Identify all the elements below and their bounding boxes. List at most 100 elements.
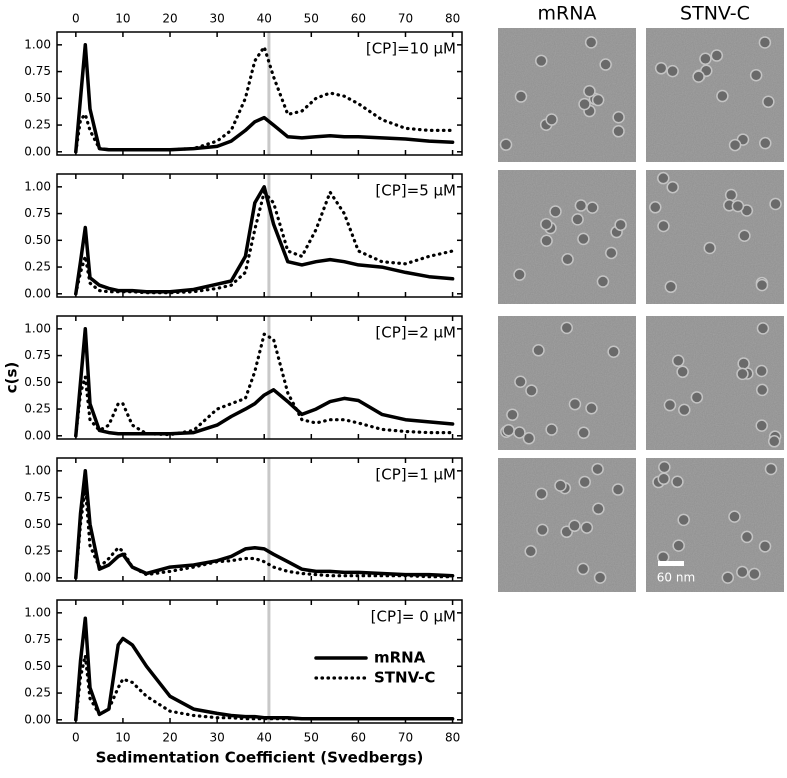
y-tick-label: 0.00 [24, 428, 51, 442]
y-tick-label: 0.50 [24, 233, 51, 247]
particle [591, 462, 604, 476]
particle [756, 322, 770, 335]
annotation: [CP]=5 μM [375, 182, 456, 200]
particle [710, 49, 724, 62]
y-tick-label: 0.25 [24, 260, 51, 274]
y-tick-label: 0.50 [24, 517, 51, 531]
y-tick-label: 0.75 [24, 64, 51, 78]
annotation: [CP]= 0 μM [371, 608, 456, 626]
x-tick-label: 30 [209, 12, 224, 26]
particle [748, 567, 761, 581]
particle [657, 472, 671, 486]
data-line [74, 190, 455, 296]
particle [755, 383, 769, 397]
particle [666, 64, 679, 78]
x-tick-label: 40 [257, 12, 272, 26]
particle [574, 199, 588, 212]
column-label: mRNA [538, 3, 597, 25]
particle [737, 357, 750, 370]
particle [540, 234, 553, 247]
particle [755, 419, 768, 432]
particle [586, 201, 599, 214]
particle [731, 199, 745, 213]
y-tick-label: 0.75 [24, 490, 51, 504]
x-tick-label: 10 [115, 731, 130, 745]
x-tick-label: 70 [398, 731, 413, 745]
particle [577, 426, 590, 440]
y-tick-label: 0.00 [24, 286, 51, 300]
x-tick-label: 40 [257, 731, 272, 745]
particle [514, 375, 527, 388]
particle [535, 487, 548, 501]
data-line [74, 327, 455, 438]
y-tick-label: 1.00 [24, 321, 51, 335]
particle [736, 367, 749, 381]
particle [499, 138, 513, 151]
particle [649, 201, 662, 214]
particle [605, 246, 618, 260]
particle [513, 268, 526, 281]
y-tick-label: 0.00 [24, 570, 51, 584]
particle [721, 571, 735, 584]
x-tick-label: 60 [351, 12, 366, 26]
particle [658, 460, 671, 474]
particle [583, 84, 596, 98]
particle [758, 540, 772, 553]
annotation: [CP]=2 μM [375, 324, 456, 342]
plot-frame [56, 31, 463, 156]
particle [592, 502, 605, 516]
particle [699, 52, 712, 66]
particle [532, 344, 545, 357]
particle [506, 408, 519, 422]
particle [769, 197, 782, 211]
particle [672, 539, 685, 552]
particle [560, 321, 574, 335]
particle [716, 89, 729, 103]
x-tick-label: 20 [162, 12, 177, 26]
particle [728, 510, 741, 523]
data-line [74, 469, 455, 580]
particle [666, 180, 679, 194]
x-tick-label: 60 [351, 731, 366, 745]
particle [522, 432, 536, 445]
x-tick-label: 0 [72, 731, 80, 745]
particle [540, 217, 553, 231]
x-tick-label: 20 [162, 731, 177, 745]
particle [657, 171, 670, 185]
particle [524, 545, 537, 558]
particle [692, 70, 705, 83]
particle [614, 218, 627, 232]
legend-label: STNV-C [374, 669, 435, 687]
y-tick-label: 0.75 [24, 348, 51, 362]
y-tick-label: 0.25 [24, 402, 51, 416]
particle [591, 93, 605, 107]
particle [671, 475, 684, 489]
particle [568, 397, 582, 411]
particle [580, 521, 594, 534]
x-tick-label: 0 [72, 12, 80, 26]
scale-bar-label: 60 nm [657, 571, 695, 585]
x-tick-label: 50 [304, 12, 319, 26]
particle [736, 565, 749, 579]
particle [502, 423, 515, 437]
data-line [74, 185, 455, 296]
particle [545, 423, 558, 436]
particle [571, 213, 584, 226]
y-tick-label: 0.25 [24, 686, 51, 700]
particle [607, 345, 620, 358]
scale-bar [658, 561, 684, 566]
particle [593, 571, 607, 584]
particle [671, 354, 685, 368]
particle [764, 462, 778, 476]
column-label: STNV-C [680, 3, 750, 25]
particle [755, 364, 768, 378]
particle [612, 110, 625, 124]
particle [664, 280, 678, 294]
y-tick-label: 0.50 [24, 375, 51, 389]
particle [758, 36, 772, 49]
x-tick-label: 10 [115, 12, 130, 26]
particle [525, 384, 538, 397]
particle [576, 562, 590, 576]
particle [703, 241, 717, 255]
y-tick-label: 0.75 [24, 206, 51, 220]
